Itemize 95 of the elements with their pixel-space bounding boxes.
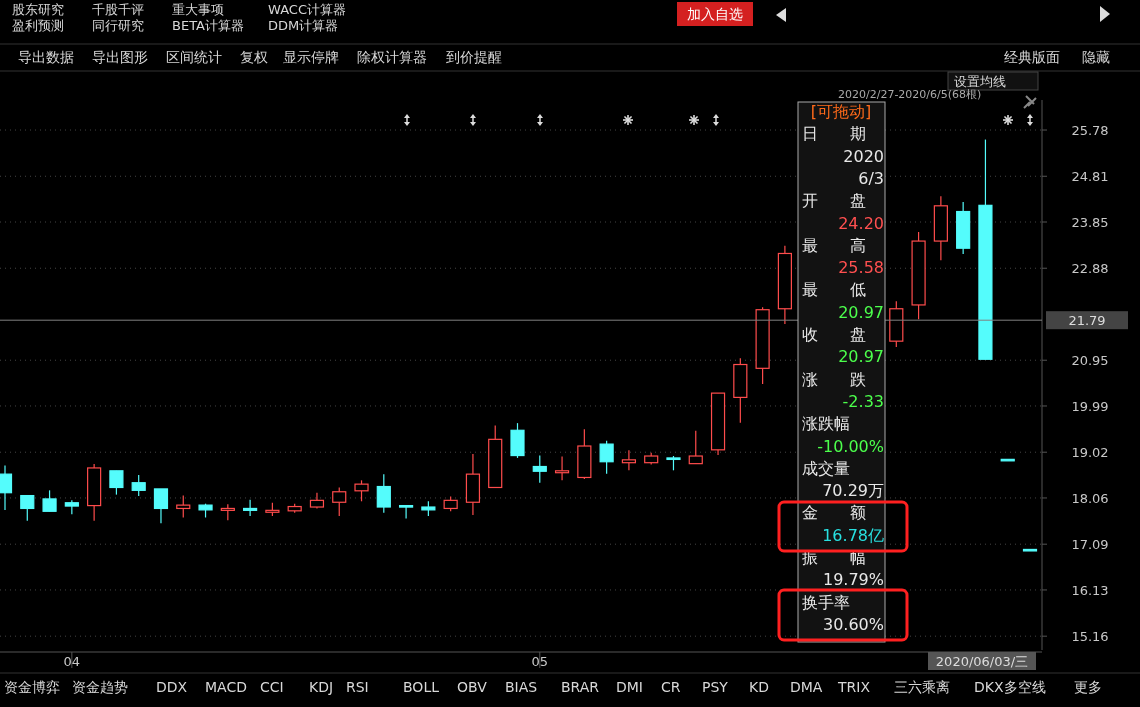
text: 导出数据 — [18, 49, 74, 65]
candlestick — [398, 504, 414, 520]
candlestick — [42, 489, 57, 512]
candlestick — [376, 473, 391, 514]
text: 设置均线 — [954, 74, 1006, 89]
text: 显示停牌 — [283, 49, 339, 65]
text: DMA — [790, 679, 823, 695]
annotation: 20.97 — [838, 347, 884, 367]
text: 加入自选 — [687, 6, 743, 22]
x-tick-label: 04 — [63, 654, 81, 669]
text: 区间统计 — [166, 49, 222, 65]
annotation: 最 高 — [802, 235, 866, 255]
annotation: 30.60% — [822, 614, 884, 634]
annotation: 成交量 — [802, 458, 850, 478]
text: 到价提醒 — [446, 49, 502, 65]
candlestick — [354, 479, 369, 502]
annotation: 最 低 — [802, 280, 866, 300]
text: 除权计算器 — [357, 49, 427, 65]
text: KD — [749, 679, 769, 695]
candlestick — [554, 455, 570, 481]
annotation: 20.97 — [838, 302, 884, 322]
candlestick — [599, 440, 614, 475]
y-tick-label: 17.09 — [1071, 537, 1109, 553]
annotation: 19.79% — [822, 570, 884, 590]
text: 股东研究 — [12, 2, 64, 17]
annotation: 2020/2/27-2020/6/5(68根) — [838, 88, 982, 101]
candlestick — [621, 449, 637, 471]
text: KDJ — [309, 679, 334, 695]
text: 资金博弈 — [4, 679, 60, 695]
text: DMI — [616, 679, 643, 695]
annotation: 6/3 — [858, 168, 884, 188]
text: 更多 — [1074, 679, 1102, 695]
annotation: 25.58 — [838, 258, 884, 278]
text: RSI — [346, 679, 369, 695]
annotation: 涨跌幅 — [802, 414, 850, 434]
annotation: 涨 跌 — [802, 369, 866, 389]
text: DDX — [156, 679, 188, 695]
annotation: 16.78亿 — [822, 525, 884, 545]
text: DKX多空线 — [974, 679, 1046, 695]
candlestick — [332, 486, 347, 517]
text: 盈利预测 — [12, 18, 64, 33]
text: 隐藏 — [1082, 49, 1110, 65]
y-tick-label: 24.81 — [1071, 169, 1109, 185]
y-tick-label: 20.95 — [1071, 353, 1109, 369]
y-tick-label: 19.99 — [1071, 398, 1109, 414]
text: 三六乘离 — [894, 679, 950, 695]
text: OBV — [457, 679, 488, 695]
annotation: 24.20 — [838, 213, 884, 233]
text: CCI — [260, 679, 284, 695]
text: BETA计算器 — [172, 18, 244, 33]
candlestick — [20, 494, 35, 522]
candlestick — [243, 499, 258, 517]
candlestick — [688, 430, 703, 465]
text: DDM计算器 — [268, 18, 339, 33]
candlestick — [109, 470, 124, 496]
text: 千股千评 — [92, 2, 144, 17]
x-tick-label: 05 — [531, 654, 549, 669]
text: BRAR — [561, 679, 600, 695]
text: CR — [661, 679, 681, 695]
candlestick — [0, 464, 13, 511]
annotation: 2020 — [843, 146, 884, 166]
text: 经典版面 — [1004, 49, 1060, 65]
candlestick — [153, 488, 169, 524]
y-tick-label: 25.78 — [1071, 123, 1109, 139]
y-tick-label: 22.88 — [1071, 261, 1109, 277]
annotation: [可拖动] — [810, 102, 872, 121]
y-tick-label: 23.85 — [1071, 215, 1109, 231]
candlestick — [176, 494, 191, 519]
text: 复权 — [240, 49, 268, 65]
ref-line-label: 21.79 — [1068, 313, 1106, 329]
text: BIAS — [505, 679, 538, 695]
y-tick-label: 18.06 — [1071, 490, 1109, 506]
text: 资金趋势 — [72, 679, 128, 695]
annotation: 日 期 — [802, 124, 866, 144]
text: 导出图形 — [92, 49, 148, 65]
text: MACD — [205, 679, 247, 695]
annotation: 开 盘 — [802, 191, 866, 211]
text: 同行研究 — [92, 18, 144, 33]
annotation: 收 盘 — [802, 325, 866, 344]
annotation: 换手率 — [802, 592, 850, 612]
candlestick — [532, 454, 547, 484]
text: WACC计算器 — [268, 2, 346, 17]
text: 2020/06/03/三 — [935, 654, 1029, 669]
candlestick — [131, 474, 146, 497]
y-tick-label: 16.13 — [1071, 582, 1109, 598]
annotation: 金 额 — [802, 503, 866, 523]
text: BOLL — [403, 679, 440, 695]
text: 重大事项 — [172, 2, 224, 17]
y-tick-label: 15.16 — [1071, 629, 1109, 645]
annotation: -10.00% — [817, 436, 884, 456]
annotation: 70.29万 — [822, 481, 884, 501]
text: TRIX — [837, 679, 871, 695]
y-tick-label: 19.02 — [1071, 445, 1109, 461]
annotation: -2.33 — [842, 391, 884, 411]
text: PSY — [702, 679, 729, 695]
